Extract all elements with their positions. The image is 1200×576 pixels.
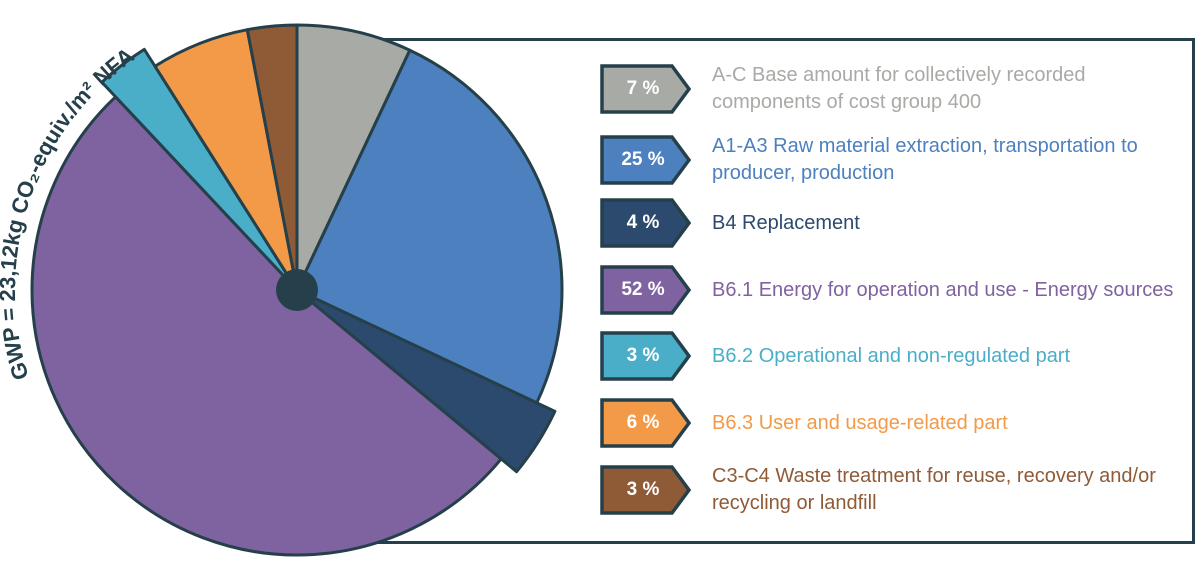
- legend-percent: 3 %: [626, 479, 660, 500]
- legend-label: C3-C4 Waste treatment for reuse, recover…: [712, 465, 1156, 514]
- legend-badge: 3 %: [600, 465, 692, 515]
- legend-percent: 3 %: [626, 345, 660, 366]
- legend-badge: 6 %: [600, 398, 692, 448]
- legend-item: 7 % A-C Base amount for collectively reco…: [600, 64, 1182, 114]
- legend-badge: 52 %: [600, 265, 692, 315]
- legend-percent: 7 %: [626, 78, 660, 99]
- legend-item: 3 % B6.2 Operational and non-regulated pa…: [600, 331, 1182, 381]
- legend-badge: 3 %: [600, 331, 692, 381]
- pie-slice: [295, 23, 412, 292]
- pie-slice: [295, 288, 557, 474]
- legend-badge: 4 %: [600, 198, 692, 248]
- pie-center-dot: [276, 269, 318, 311]
- legend-label: B4 Replacement: [712, 211, 860, 234]
- legend-label: B6.2 Operational and non-regulated part: [712, 344, 1071, 367]
- pie-slice: [245, 23, 299, 292]
- pie-slice: [100, 47, 299, 292]
- legend-badge: 25 %: [600, 135, 692, 185]
- pie-slice: [30, 95, 503, 557]
- legend-item: 52 % B6.1 Energy for operation and use - …: [600, 265, 1182, 315]
- legend-label: A1-A3 Raw material extraction, transport…: [712, 135, 1138, 184]
- pie-slice: [295, 48, 564, 405]
- legend-percent: 6 %: [626, 412, 660, 433]
- legend-item: 25 % A1-A3 Raw material extraction, trans…: [600, 135, 1182, 185]
- legend-badge: 7 %: [600, 64, 692, 114]
- legend-label: B6.3 User and usage-related part: [712, 411, 1008, 434]
- legend-percent: 25 %: [621, 149, 665, 170]
- legend-item: 3 % C3-C4 Waste treatment for reuse, reco…: [600, 465, 1182, 515]
- legend-percent: 4 %: [626, 212, 660, 233]
- legend-percent: 52 %: [621, 279, 665, 300]
- legend-label: B6.1 Energy for operation and use - Ener…: [712, 278, 1174, 301]
- legend-label: A-C Base amount for collectively recorde…: [712, 64, 1086, 113]
- legend-item: 6 % B6.3 User and usage-related part: [600, 398, 1182, 448]
- legend-item: 4 % B4 Replacement: [600, 198, 1182, 248]
